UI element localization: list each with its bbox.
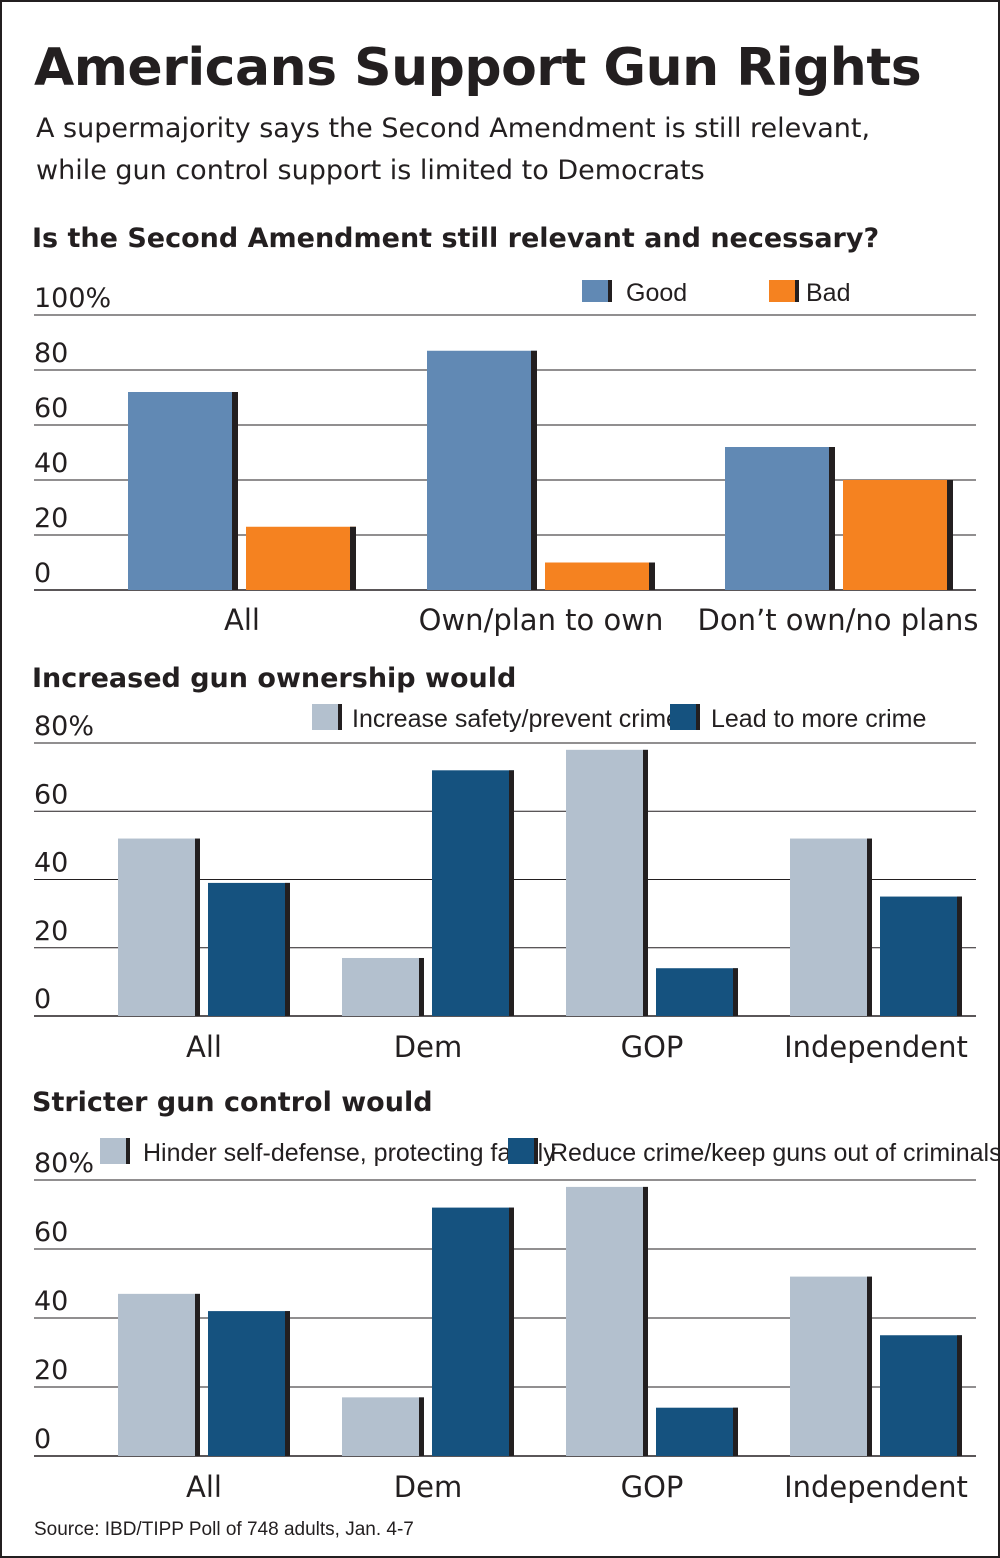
- chart-1-category-label: Don’t own/no plans: [698, 603, 979, 637]
- chart-3-legend-swatch: [100, 1138, 130, 1164]
- chart-2-bar-edge: [509, 770, 514, 1016]
- chart-2-bar-increase-safety-prevent-crime-2: [566, 749, 648, 1016]
- chart-1-bar-bad-1: [545, 562, 655, 590]
- chart-3-y-tick: 40: [34, 1286, 68, 1317]
- chart-3-bar-reduce-crime-keep-guns-out-of-criminals-hands-1: [432, 1207, 514, 1456]
- chart-1-bar-good-1: [427, 350, 537, 590]
- chart-3-bar-reduce-crime-keep-guns-out-of-criminals-hands-2: [656, 1407, 738, 1456]
- chart-1-bar-bad-2: [843, 480, 953, 590]
- chart-2-bar-edge: [733, 968, 738, 1016]
- chart-2-category-label: Dem: [394, 1030, 462, 1064]
- chart-1-y-tick: 100%: [34, 283, 111, 314]
- chart-2-y-tick: 60: [34, 779, 68, 810]
- chart-2-bar-lead-to-more-crime-0: [208, 882, 290, 1016]
- chart-1-bar-edge: [947, 480, 953, 590]
- chart-3-bar-edge: [957, 1335, 962, 1456]
- chart-1-title: Is the Second Amendment still relevant a…: [32, 223, 879, 254]
- chart-1-bar-edge: [350, 526, 356, 590]
- chart-1-y-tick: 40: [34, 448, 68, 479]
- chart-1-bar-bad-0: [246, 526, 356, 590]
- chart-2-legend-swatch: [670, 704, 700, 730]
- chart-3-bar-edge: [285, 1311, 290, 1456]
- chart-1-bar-edge: [232, 392, 238, 590]
- chart-3-y-tick: 60: [34, 1217, 68, 1248]
- chart-3-bar-hinder-self-defense-protecting-family-0: [118, 1293, 200, 1456]
- chart-2-bar-edge: [867, 838, 872, 1016]
- subtitle-line-1: A supermajority says the Second Amendmen…: [36, 113, 871, 144]
- chart-1-legend-swatch: [769, 280, 799, 302]
- chart-3-bar-edge: [419, 1397, 424, 1456]
- chart-2-legend-label: Lead to more crime: [711, 705, 926, 733]
- chart-3-bar-hinder-self-defense-protecting-family-1: [342, 1397, 424, 1456]
- chart-3-bar-hinder-self-defense-protecting-family-2: [566, 1186, 648, 1456]
- chart-2-legend-swatch: [312, 704, 342, 730]
- chart-3-y-tick: 80%: [34, 1148, 94, 1179]
- chart-1-legend-swatch-edge: [608, 280, 612, 302]
- chart-3-y-tick: 20: [34, 1355, 68, 1386]
- chart-3-category-label: All: [186, 1470, 222, 1504]
- chart-2-category-label: GOP: [621, 1030, 684, 1064]
- chart-2-bar-increase-safety-prevent-crime-3: [790, 838, 872, 1016]
- chart-1-bar-good-2: [725, 447, 835, 590]
- chart-1-category-label: Own/plan to own: [419, 603, 664, 637]
- chart-1-y-tick: 20: [34, 503, 68, 534]
- chart-2-y-tick: 20: [34, 916, 68, 947]
- chart-2-bar-lead-to-more-crime-1: [432, 770, 514, 1016]
- chart-3-bar-edge: [733, 1407, 738, 1456]
- chart-1-legend-label: Good: [626, 279, 687, 307]
- chart-1-y-tick: 60: [34, 393, 68, 424]
- chart-2-bar-edge: [285, 882, 290, 1016]
- chart-1-bar-edge: [649, 562, 655, 590]
- chart-2-y-tick: 40: [34, 848, 68, 879]
- chart-3-legend-swatch-edge: [534, 1138, 538, 1164]
- chart-2-bar-increase-safety-prevent-crime-1: [342, 957, 424, 1016]
- chart-2-bar-edge: [643, 749, 648, 1016]
- chart-2-legend-swatch-edge: [696, 704, 700, 730]
- chart-3-legend-label: Hinder self-defense, protecting family: [143, 1139, 556, 1167]
- chart-1-category-label: All: [224, 603, 260, 637]
- chart-3-legend-label: Reduce crime/keep guns out of criminals’…: [550, 1139, 1000, 1167]
- chart-3-bar-reduce-crime-keep-guns-out-of-criminals-hands-0: [208, 1311, 290, 1456]
- chart-3-title: Stricter gun control would: [32, 1087, 433, 1118]
- chart-2-category-label: All: [186, 1030, 222, 1064]
- chart-3-bar-edge: [509, 1207, 514, 1456]
- chart-2-bar-edge: [419, 957, 424, 1016]
- chart-2-y-tick: 0: [34, 984, 51, 1015]
- chart-1-y-tick: 80: [34, 338, 68, 369]
- chart-2-bar-increase-safety-prevent-crime-0: [118, 838, 200, 1016]
- chart-3-bar-edge: [643, 1186, 648, 1456]
- chart-2-bar-edge: [195, 838, 200, 1016]
- page-title: Americans Support Gun Rights: [34, 38, 922, 98]
- chart-1-bar-edge: [829, 447, 835, 590]
- chart-1-legend-swatch-edge: [795, 280, 799, 302]
- chart-3-category-label: Dem: [394, 1470, 462, 1504]
- chart-3-y-tick: 0: [34, 1424, 51, 1455]
- chart-3-legend-swatch: [508, 1138, 538, 1164]
- chart-2-category-label: Independent: [784, 1030, 968, 1064]
- chart-3-legend-swatch-edge: [126, 1138, 130, 1164]
- chart-1-bar-edge: [531, 350, 537, 590]
- chart-1-legend-swatch: [582, 280, 612, 302]
- chart-3-category-label: GOP: [621, 1470, 684, 1504]
- subtitle-line-2: while gun control support is limited to …: [36, 155, 705, 186]
- chart-2-bar-lead-to-more-crime-3: [880, 896, 962, 1016]
- chart-3-bar-edge: [867, 1276, 872, 1456]
- chart-2-y-tick: 80%: [34, 711, 94, 742]
- chart-3-bar-hinder-self-defense-protecting-family-3: [790, 1276, 872, 1456]
- chart-2-bar-edge: [957, 896, 962, 1016]
- chart-3-category-label: Independent: [784, 1470, 968, 1504]
- chart-3-bar-reduce-crime-keep-guns-out-of-criminals-hands-3: [880, 1335, 962, 1456]
- chart-1-bar-good-0: [128, 392, 238, 590]
- chart-3-bar-edge: [195, 1293, 200, 1456]
- chart-2-legend-swatch-edge: [338, 704, 342, 730]
- chart-2-legend-label: Increase safety/prevent crime: [352, 705, 680, 733]
- source-note: Source: IBD/TIPP Poll of 748 adults, Jan…: [34, 1519, 414, 1540]
- chart-2-title: Increased gun ownership would: [32, 663, 516, 694]
- chart-2-bar-lead-to-more-crime-2: [656, 968, 738, 1016]
- chart-1-legend-label: Bad: [806, 279, 850, 307]
- chart-1-y-tick: 0: [34, 558, 51, 589]
